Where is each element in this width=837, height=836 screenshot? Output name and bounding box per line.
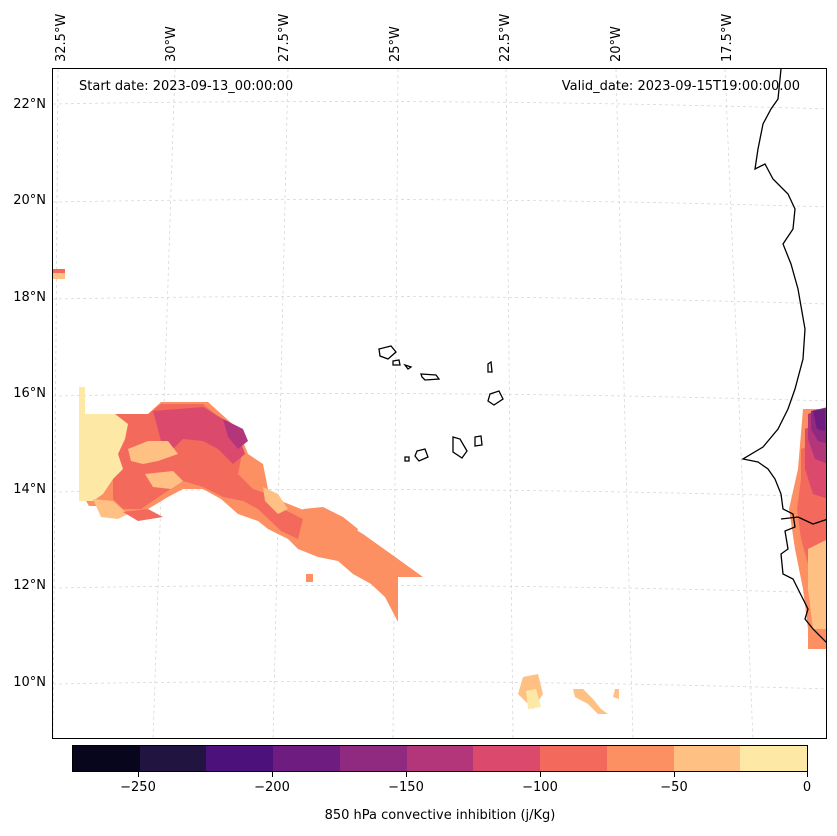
colorbar-segment xyxy=(606,746,674,771)
colorbar-tick-label: −100 xyxy=(522,780,558,795)
valid-date-label: Valid_date: 2023-09-15T19:00:00.00 xyxy=(561,79,800,94)
colorbar-tick-label: 0 xyxy=(802,780,812,795)
island-santo-antao xyxy=(378,345,397,360)
grid-line-lon-32.5 xyxy=(53,69,59,738)
colorbar-tick xyxy=(540,772,541,777)
cin-contour--50c xyxy=(263,487,288,514)
colorbar-segment xyxy=(540,746,607,771)
colorbar-segment xyxy=(273,746,340,771)
lon-label-25w: 25°W xyxy=(388,26,403,62)
cin-south-a-inner xyxy=(526,689,541,709)
cin-contour--75-east xyxy=(303,507,358,544)
island-sao-nicolau xyxy=(420,373,441,381)
grid-line-lon-17.5 xyxy=(724,69,754,738)
island-boa-vista xyxy=(487,390,504,406)
grid-line-lat-20 xyxy=(53,199,826,208)
island-sao-vicente xyxy=(392,359,401,366)
lat-label-22n: 22°N xyxy=(13,97,46,112)
island-sal xyxy=(487,360,493,373)
lat-label-16n: 16°N xyxy=(13,386,46,401)
colorbar-tick xyxy=(138,772,139,777)
cin-south-b xyxy=(573,689,608,714)
colorbar-segment xyxy=(139,746,207,771)
colorbar-segment xyxy=(406,746,474,771)
grid-line-lon-20 xyxy=(615,69,634,738)
island-maio xyxy=(474,435,483,447)
lat-label-18n: 18°N xyxy=(13,290,46,305)
grid-line-lat-10 xyxy=(53,681,826,690)
colorbar xyxy=(72,745,808,772)
colorbar-segment xyxy=(673,746,741,771)
lon-label-20w: 20°W xyxy=(609,26,624,62)
map-panel[interactable] xyxy=(52,68,827,739)
grid-line-lon-25 xyxy=(392,69,399,738)
grid-line-lon-27.5 xyxy=(272,69,289,738)
island-fogo xyxy=(414,448,429,462)
map-canvas xyxy=(53,69,826,738)
grid-line-lat-18 xyxy=(53,296,826,305)
cin-coast--200 xyxy=(813,409,825,431)
coastline xyxy=(378,69,826,643)
cin-spot-island xyxy=(306,574,313,582)
lat-label-12n: 12°N xyxy=(13,578,46,593)
africa-coast xyxy=(741,69,826,643)
colorbar-segment xyxy=(339,746,407,771)
lat-label-10n: 10°N xyxy=(13,675,46,690)
lon-label-32.5w: 32.5°W xyxy=(54,13,69,62)
lon-label-30w: 30°W xyxy=(164,26,179,62)
cin-field-coast xyxy=(789,407,826,649)
grid-line-lat-12 xyxy=(53,585,826,594)
island-brava xyxy=(404,456,410,462)
colorbar-segment xyxy=(206,746,274,771)
colorbar-segment xyxy=(473,746,541,771)
colorbar-tick-label: −250 xyxy=(120,780,156,795)
cin-field-main-band xyxy=(53,269,423,622)
cin-contour--50b xyxy=(145,471,183,489)
grid-line-lon-22.5 xyxy=(505,69,514,738)
lon-label-27.5w: 27.5°W xyxy=(277,13,292,62)
island-santa-luzia xyxy=(403,363,413,370)
island-santiago xyxy=(452,436,468,459)
cin-contour--50d xyxy=(93,499,128,519)
cin-contour--25 xyxy=(79,387,128,501)
lat-label-20n: 20°N xyxy=(13,193,46,208)
lon-label-17.5w: 17.5°W xyxy=(720,13,735,62)
lat-label-14n: 14°N xyxy=(13,482,46,497)
cin-spot-west-b xyxy=(53,273,65,279)
cin-south-c xyxy=(613,689,619,699)
cin-contour--50 xyxy=(128,441,178,464)
colorbar-tick xyxy=(272,772,273,777)
cin-contour--100-tail xyxy=(123,509,163,521)
colorbar-tick xyxy=(406,772,407,777)
colorbar-tick-label: −150 xyxy=(388,780,424,795)
lon-label-22.5w: 22.5°W xyxy=(498,13,513,62)
grid-line-lat-16 xyxy=(53,393,826,402)
cin-coast--50 xyxy=(808,540,826,629)
cin-field-south xyxy=(518,674,619,714)
cin-contour--150 xyxy=(223,419,248,449)
colorbar-tick xyxy=(674,772,675,777)
colorbar-segment xyxy=(740,746,808,771)
gambia-river xyxy=(780,516,826,525)
start-date-label: Start date: 2023-09-13_00:00:00 xyxy=(79,79,294,94)
cin-contour--125 xyxy=(153,407,245,464)
grid-line-lon-30 xyxy=(152,69,176,738)
colorbar-title: 850 hPa convective inhibition (j/Kg) xyxy=(324,808,556,823)
colorbar-tick-label: −200 xyxy=(254,780,290,795)
colorbar-tick-label: −50 xyxy=(660,780,688,795)
colorbar-tick xyxy=(807,772,808,777)
grid-line-lat-22 xyxy=(53,101,826,110)
colorbar-segment xyxy=(73,746,140,771)
